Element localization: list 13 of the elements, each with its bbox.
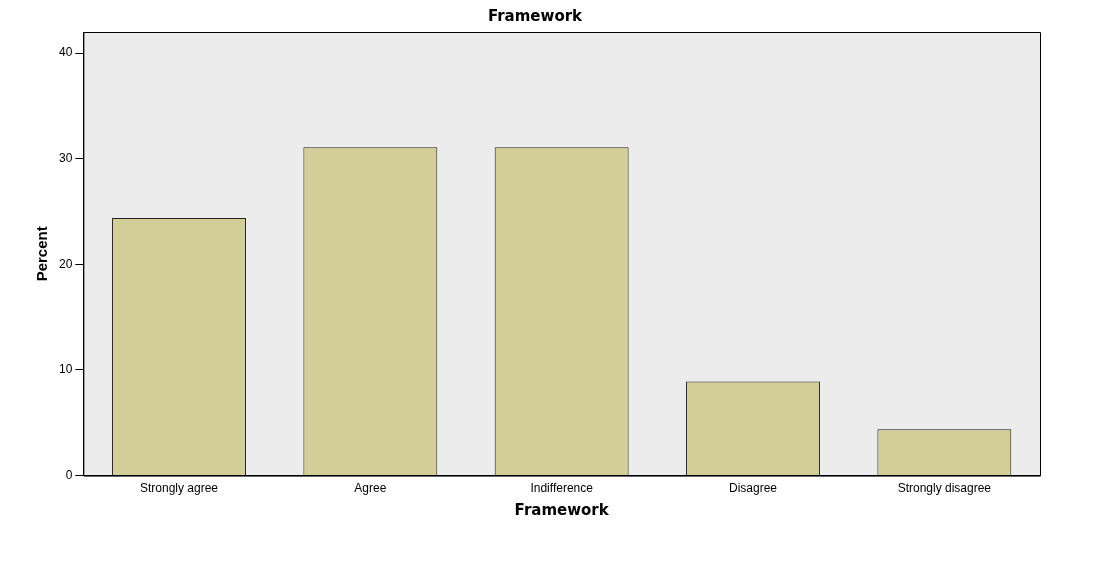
x-tick-label: Agree: [354, 481, 387, 496]
x-axis-title: Framework: [514, 500, 610, 519]
y-tick-label: 40: [58, 45, 73, 60]
x-tick-label: Strongly disagree: [897, 481, 992, 496]
y-tick-label: 10: [58, 362, 73, 377]
x-tick-label: Disagree: [728, 481, 778, 496]
y-tick-label: 20: [58, 256, 73, 271]
y-tick-label: 30: [58, 151, 73, 166]
x-tick-label: Indifference: [530, 481, 594, 496]
y-axis-title: Percent: [33, 226, 51, 282]
chart-title: Framework: [487, 6, 584, 25]
y-tick-label: 0: [65, 467, 73, 482]
x-tick-label: Strongly agree: [139, 481, 219, 496]
